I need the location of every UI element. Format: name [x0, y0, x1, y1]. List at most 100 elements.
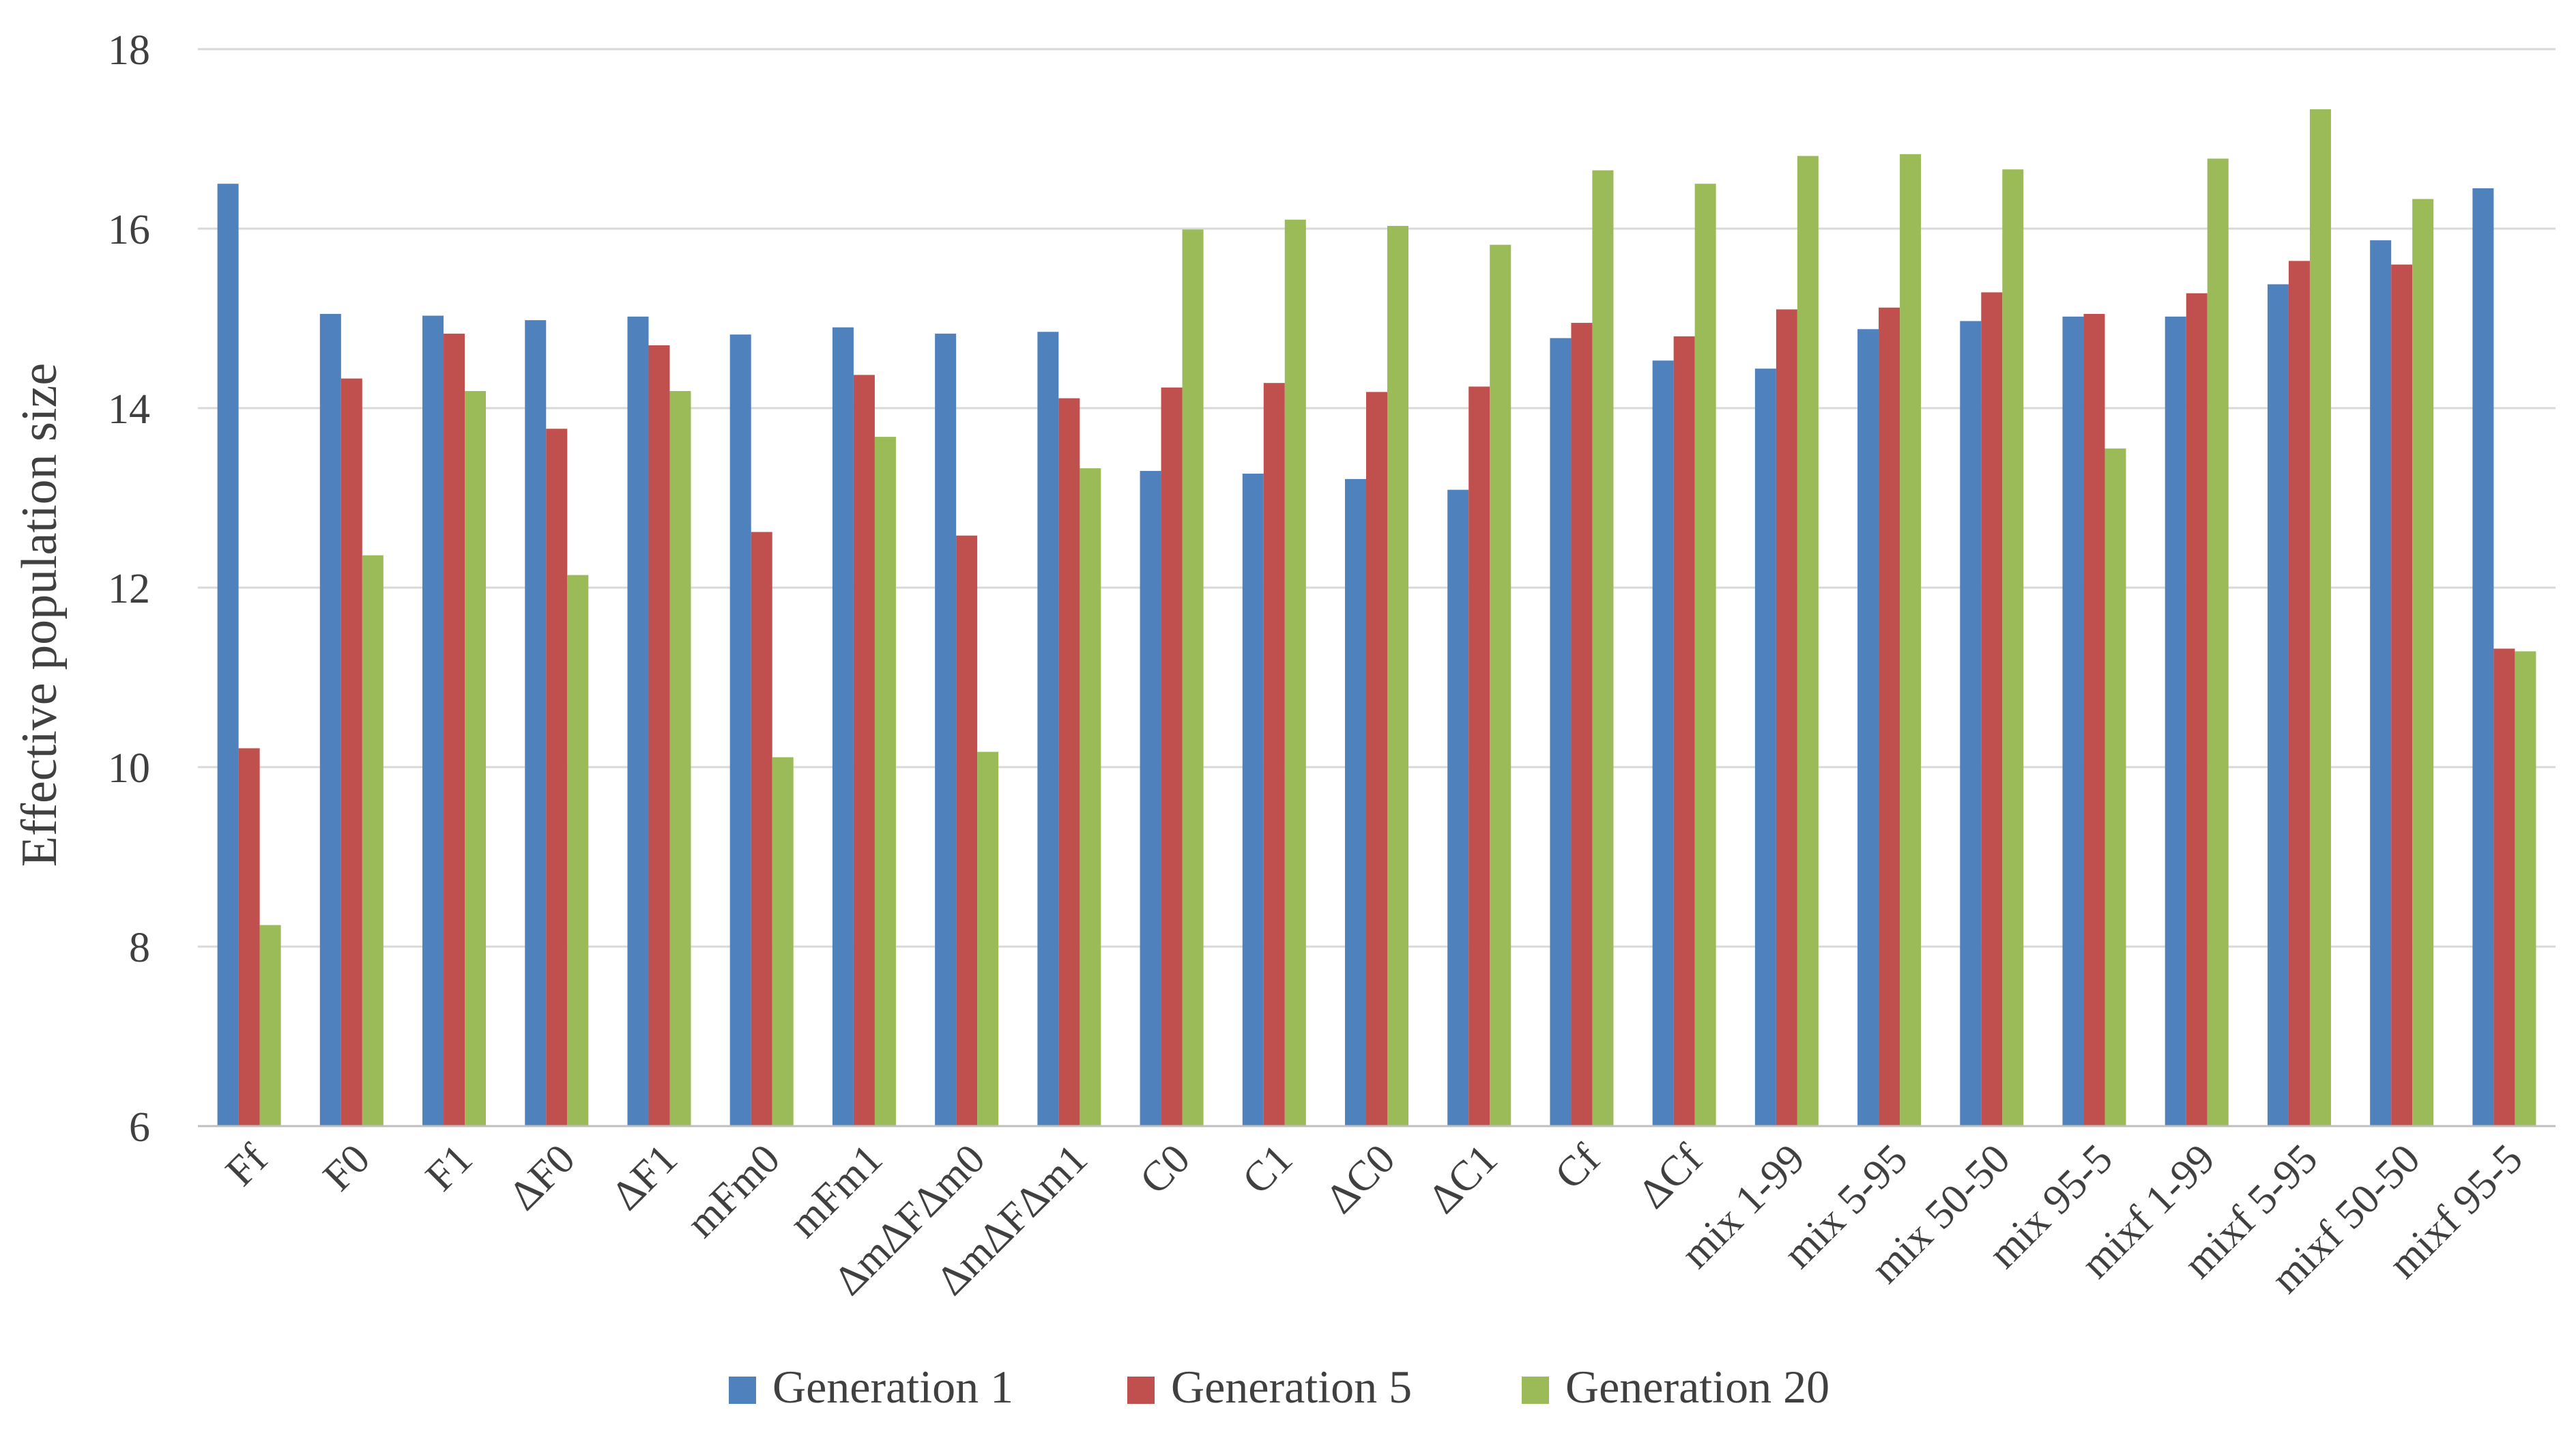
- y-tick-label: 12: [108, 566, 150, 612]
- bar-generation-5-11: [1366, 392, 1387, 1126]
- bar-generation-20-16: [1900, 154, 1922, 1127]
- legend-label: Generation 20: [1565, 1361, 1829, 1413]
- y-tick-label: 6: [129, 1104, 150, 1151]
- bar-generation-5-1: [341, 378, 362, 1126]
- bar-generation-20-2: [465, 391, 487, 1126]
- bar-generation-5-6: [853, 375, 875, 1126]
- bar-generation-1-16: [1857, 329, 1879, 1126]
- bar-generation-5-8: [1058, 398, 1080, 1127]
- legend-swatch: [1522, 1377, 1549, 1404]
- bar-generation-5-3: [546, 429, 568, 1126]
- y-tick-label: 14: [108, 386, 150, 433]
- bar-generation-1-20: [2267, 284, 2289, 1126]
- bar-generation-5-12: [1468, 386, 1490, 1127]
- bar-generation-1-12: [1447, 489, 1469, 1126]
- bar-generation-5-9: [1161, 387, 1183, 1126]
- bar-generation-5-7: [956, 535, 978, 1126]
- bar-generation-5-10: [1263, 383, 1285, 1127]
- bar-generation-5-21: [2391, 264, 2413, 1127]
- bar-generation-20-3: [567, 575, 589, 1126]
- bar-generation-20-18: [2104, 448, 2126, 1126]
- x-tick-label: F1: [417, 1136, 481, 1200]
- bars: [217, 109, 2536, 1127]
- y-tick-label: 8: [129, 925, 150, 971]
- bar-generation-20-17: [2002, 169, 2024, 1127]
- x-tick-label: ΔF0: [500, 1136, 584, 1220]
- bar-generation-1-11: [1345, 478, 1366, 1126]
- bar-generation-5-0: [238, 748, 260, 1126]
- y-tick-label: 10: [108, 745, 150, 792]
- bar-generation-1-13: [1550, 338, 1572, 1127]
- x-tick-label: ΔCf: [1630, 1136, 1711, 1218]
- bar-generation-1-19: [2165, 316, 2186, 1126]
- bar-generation-20-8: [1080, 468, 1101, 1126]
- bar-generation-20-7: [977, 751, 999, 1126]
- bar-generation-20-20: [2309, 109, 2331, 1127]
- x-tick-label: C1: [1234, 1136, 1301, 1203]
- y-axis-title: Effective population size: [12, 363, 68, 867]
- y-tick-label: 18: [108, 27, 150, 74]
- bar-generation-1-2: [422, 315, 444, 1127]
- bar-generation-5-13: [1571, 323, 1593, 1127]
- x-tick-label: F0: [315, 1136, 379, 1200]
- bar-generation-5-17: [1981, 292, 2003, 1126]
- bar-generation-20-1: [362, 555, 383, 1126]
- bar-generation-5-16: [1879, 307, 1900, 1127]
- bar-generation-20-21: [2412, 199, 2434, 1127]
- bar-generation-20-19: [2207, 158, 2229, 1127]
- bar-generation-1-8: [1037, 332, 1059, 1127]
- bar-generation-20-13: [1592, 170, 1614, 1126]
- bar-generation-5-14: [1673, 336, 1695, 1126]
- legend-swatch: [1127, 1377, 1155, 1404]
- bar-generation-1-22: [2472, 188, 2494, 1127]
- bar-generation-5-22: [2493, 648, 2515, 1126]
- bar-generation-20-12: [1490, 244, 1511, 1126]
- bar-generation-1-17: [1960, 321, 1982, 1126]
- x-tick-label: ΔC0: [1317, 1136, 1404, 1222]
- bar-generation-20-15: [1797, 156, 1819, 1127]
- bar-generation-5-2: [444, 333, 465, 1127]
- bar-generation-1-14: [1652, 360, 1674, 1127]
- bar-generation-1-21: [2370, 240, 2392, 1127]
- bar-generation-1-1: [319, 313, 341, 1126]
- bar-generation-20-14: [1694, 184, 1716, 1126]
- x-tick-label: C0: [1131, 1136, 1199, 1203]
- bar-generation-20-22: [2515, 651, 2536, 1126]
- bar-generation-20-11: [1387, 226, 1408, 1127]
- bar-generation-1-7: [935, 333, 957, 1127]
- bar-generation-5-20: [2288, 261, 2310, 1127]
- bar-generation-20-0: [259, 925, 281, 1126]
- bar-generation-20-6: [874, 437, 896, 1126]
- legend-label: Generation 5: [1171, 1361, 1412, 1413]
- bar-generation-5-18: [2083, 313, 2105, 1126]
- x-tick-label: Cf: [1546, 1136, 1609, 1198]
- bar-generation-1-0: [217, 184, 239, 1126]
- bar-generation-20-5: [772, 757, 794, 1126]
- legend: Generation 1 Generation 5 Generation 20: [729, 1361, 1829, 1413]
- bar-generation-5-15: [1776, 309, 1797, 1127]
- bar-generation-1-9: [1140, 471, 1161, 1126]
- x-tick-label: ΔC1: [1419, 1136, 1506, 1222]
- bar-generation-20-4: [669, 391, 691, 1126]
- bar-generation-1-6: [832, 327, 854, 1126]
- x-tick-label: mFm0: [678, 1136, 790, 1247]
- bar-generation-5-4: [648, 345, 670, 1127]
- bar-generation-1-3: [525, 320, 547, 1126]
- bar-generation-5-19: [2186, 293, 2208, 1127]
- bar-generation-1-18: [2062, 316, 2084, 1126]
- y-tick-label: 16: [108, 207, 150, 253]
- x-tick-label: Ff: [217, 1136, 276, 1195]
- bar-generation-1-10: [1242, 473, 1264, 1126]
- x-tick-label: ΔF1: [603, 1136, 686, 1220]
- bar-generation-5-5: [751, 532, 772, 1126]
- bar-generation-1-15: [1754, 369, 1776, 1126]
- legend-swatch: [729, 1377, 756, 1404]
- bar-generation-20-9: [1182, 229, 1204, 1127]
- legend-label: Generation 1: [772, 1361, 1013, 1413]
- y-tick-labels: 6 8 10 12 14 16 18: [108, 27, 150, 1151]
- bar-generation-1-4: [627, 316, 649, 1126]
- bar-generation-1-5: [729, 334, 751, 1126]
